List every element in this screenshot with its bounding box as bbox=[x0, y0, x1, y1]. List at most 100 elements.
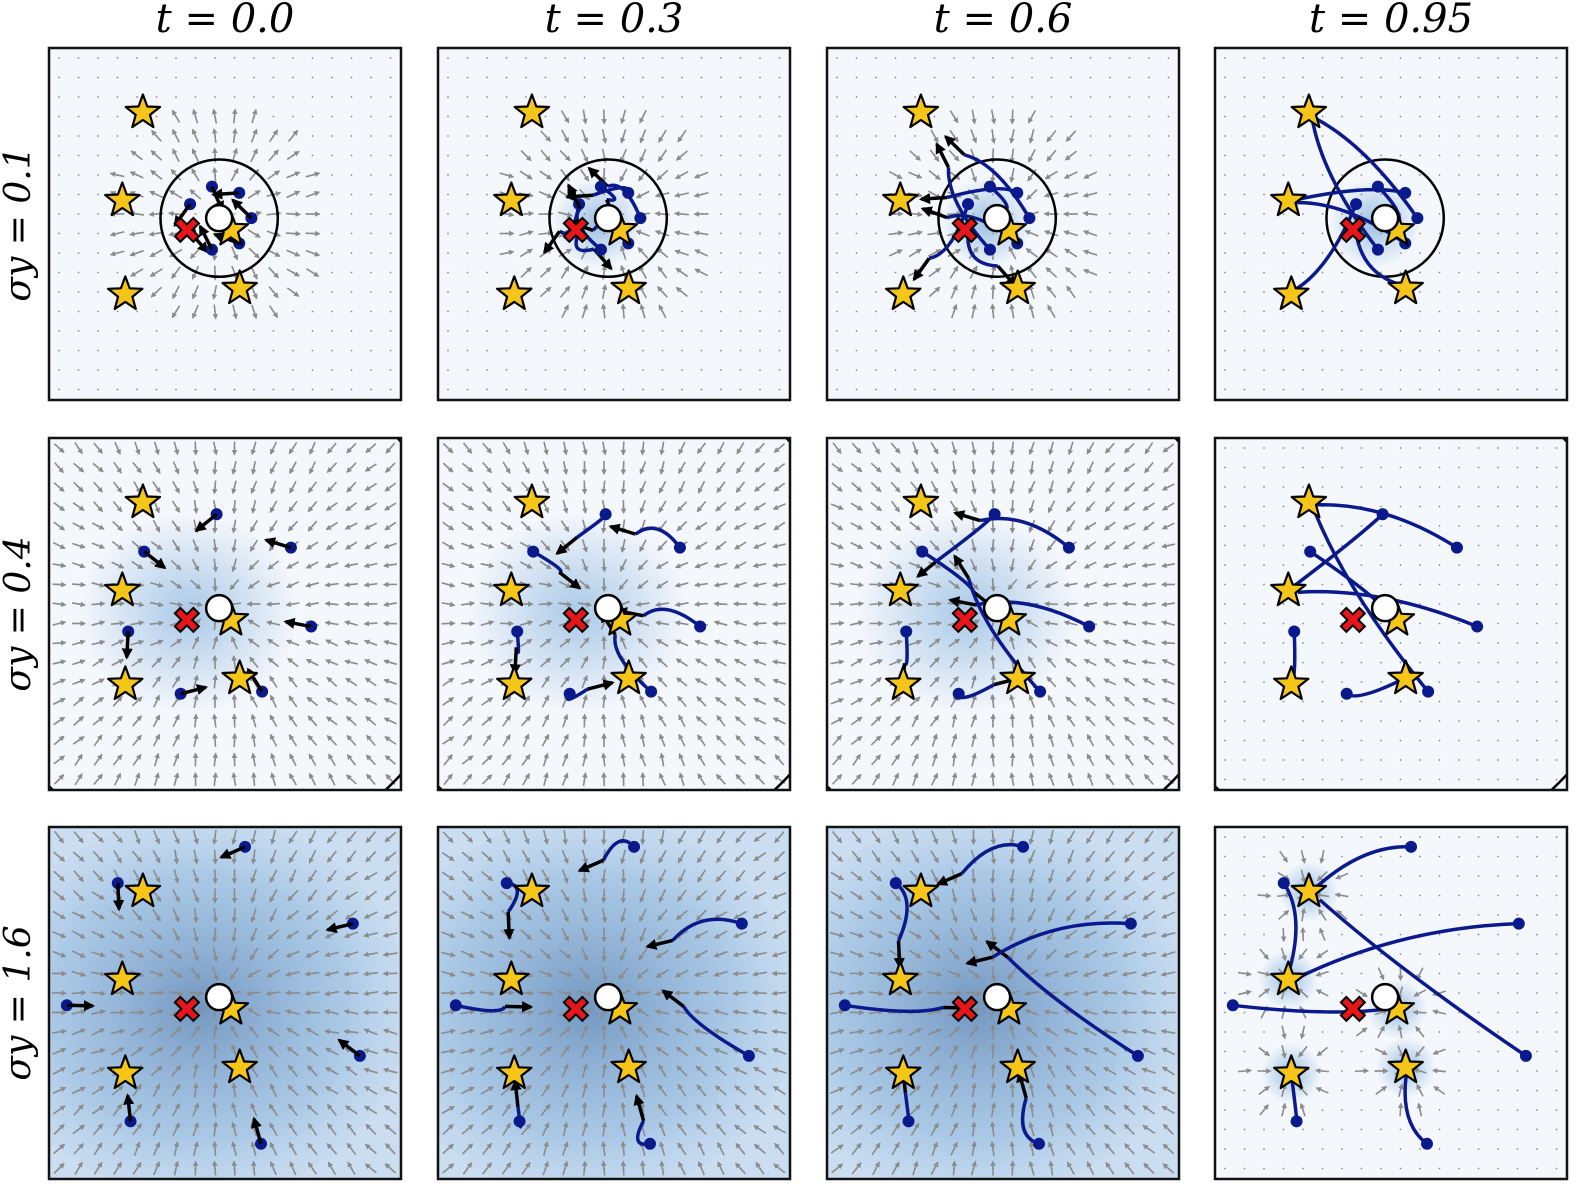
grid-dot bbox=[466, 193, 469, 196]
grid-dot bbox=[933, 388, 936, 391]
grid-dot bbox=[1536, 310, 1538, 313]
grid-dot bbox=[311, 115, 314, 118]
grid-dot bbox=[1263, 447, 1265, 449]
grid-dot bbox=[1109, 271, 1111, 274]
field-arrow bbox=[193, 733, 199, 748]
grid-dot bbox=[953, 330, 955, 332]
grid-dot bbox=[1167, 76, 1170, 79]
grid-dot bbox=[1419, 310, 1421, 313]
grid-dot bbox=[1224, 388, 1226, 391]
panel bbox=[436, 46, 792, 402]
grid-dot bbox=[486, 193, 488, 196]
grid-dot bbox=[1360, 193, 1363, 196]
grid-dot bbox=[1380, 135, 1382, 137]
field-arrow bbox=[305, 541, 319, 550]
grid-dot bbox=[1302, 544, 1304, 547]
panel bbox=[47, 436, 403, 792]
grid-dot bbox=[1224, 115, 1226, 118]
field-arrow bbox=[990, 441, 996, 456]
grid-dot bbox=[97, 349, 99, 352]
grid-dot bbox=[1380, 57, 1382, 59]
field-arrow bbox=[658, 304, 667, 319]
field-arrow bbox=[150, 581, 164, 588]
grid-dot bbox=[370, 330, 372, 332]
field-arrow bbox=[971, 109, 977, 125]
grid-dot bbox=[1555, 193, 1558, 196]
grid-dot bbox=[1282, 525, 1285, 527]
grid-dot bbox=[1282, 96, 1285, 98]
grid-dot bbox=[486, 291, 488, 293]
grid-dot bbox=[292, 349, 294, 352]
field-arrow bbox=[133, 480, 141, 494]
grid-dot bbox=[739, 57, 742, 59]
grid-dot bbox=[972, 76, 975, 79]
grid-dot bbox=[350, 96, 353, 98]
grid-dot bbox=[486, 388, 488, 391]
observation-marker bbox=[1370, 203, 1400, 233]
field-arrow bbox=[171, 266, 181, 280]
grid-dot bbox=[836, 388, 838, 391]
grid-dot bbox=[1302, 252, 1304, 254]
field-arrow bbox=[52, 620, 67, 626]
field-arrow bbox=[250, 694, 258, 708]
grid-dot bbox=[1516, 778, 1519, 781]
field-arrow bbox=[620, 109, 627, 125]
grid-dot bbox=[1070, 349, 1072, 352]
grid-dot bbox=[1243, 213, 1246, 215]
grid-dot bbox=[1458, 57, 1460, 59]
field-arrow bbox=[248, 559, 260, 571]
grid-dot bbox=[933, 96, 936, 98]
grid-dot bbox=[58, 154, 60, 157]
grid-dot bbox=[1438, 759, 1441, 761]
grid-dot bbox=[1360, 213, 1363, 215]
grid-dot bbox=[1477, 759, 1480, 761]
grid-dot bbox=[1302, 232, 1304, 235]
field-arrow bbox=[192, 713, 199, 728]
grid-dot bbox=[311, 154, 314, 157]
grid-dot bbox=[331, 96, 333, 98]
grid-dot bbox=[661, 330, 664, 332]
grid-dot bbox=[836, 57, 838, 59]
grid-dot bbox=[155, 369, 158, 371]
grid-dot bbox=[136, 349, 138, 352]
field-arrow bbox=[130, 639, 145, 646]
grid-dot bbox=[1341, 583, 1343, 586]
trajectory-start bbox=[1034, 685, 1047, 698]
grid-dot bbox=[875, 349, 877, 352]
grid-dot bbox=[350, 193, 353, 196]
grid-dot bbox=[1438, 96, 1441, 98]
observation-marker bbox=[1370, 593, 1400, 623]
velocity-arrow bbox=[935, 142, 951, 169]
grid-dot bbox=[1536, 661, 1538, 664]
grid-dot bbox=[1516, 447, 1519, 449]
grid-dot bbox=[1148, 330, 1150, 332]
grid-dot bbox=[1263, 330, 1265, 332]
grid-dot bbox=[1167, 330, 1170, 332]
velocity-arrow bbox=[231, 198, 253, 220]
grid-dot bbox=[1224, 525, 1226, 527]
field-arrow bbox=[230, 167, 239, 182]
grid-dot bbox=[622, 213, 625, 215]
grid-dot bbox=[759, 193, 761, 196]
field-arrow bbox=[92, 462, 104, 473]
field-arrow bbox=[250, 732, 257, 748]
field-arrow bbox=[250, 128, 258, 143]
grid-dot bbox=[1555, 642, 1558, 644]
grid-dot bbox=[1167, 96, 1170, 98]
grid-dot bbox=[505, 76, 508, 79]
grid-dot bbox=[1263, 525, 1265, 527]
grid-dot bbox=[1555, 154, 1558, 157]
grid-dot bbox=[1458, 583, 1460, 586]
field-arrow bbox=[91, 542, 106, 549]
trajectory-start bbox=[1399, 186, 1412, 199]
grid-dot bbox=[836, 96, 838, 98]
field-arrow bbox=[92, 658, 105, 667]
field-arrow bbox=[620, 441, 627, 456]
grid-dot bbox=[1128, 57, 1131, 59]
grid-dot bbox=[1419, 447, 1421, 449]
grid-dot bbox=[1302, 271, 1304, 274]
grid-dot bbox=[486, 369, 488, 371]
grid-dot bbox=[739, 310, 742, 313]
grid-dot bbox=[253, 330, 255, 332]
field-arrow bbox=[601, 128, 608, 144]
